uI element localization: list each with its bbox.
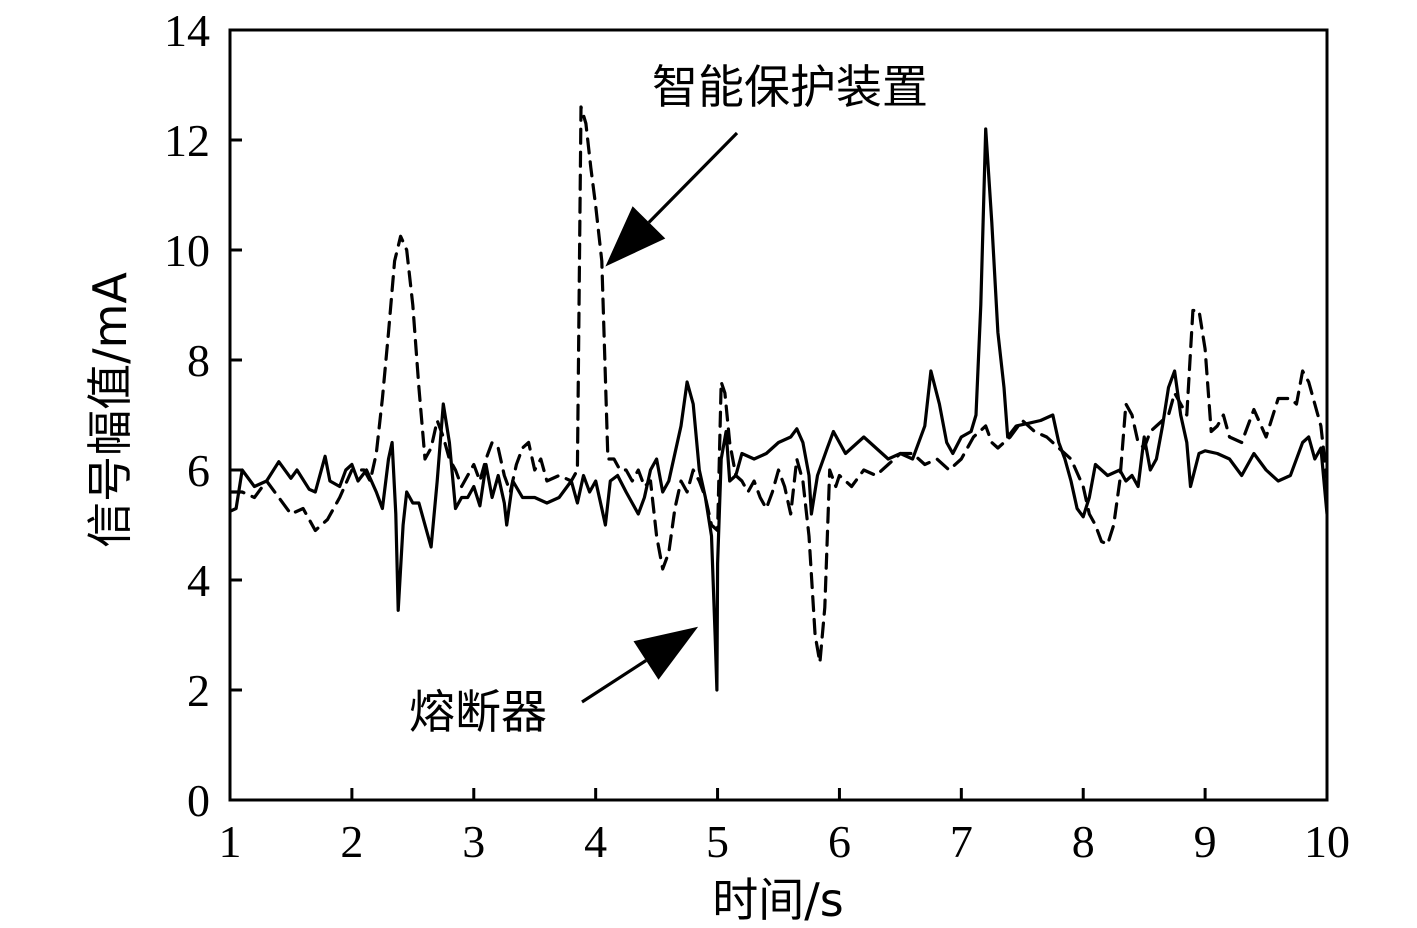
x-tick-label: 5 (706, 816, 729, 867)
y-tick-label: 12 (164, 115, 210, 166)
x-tick-label: 6 (828, 816, 851, 867)
series-line-dashed (230, 105, 1327, 665)
plot-frame (228, 28, 1329, 802)
x-tick-label: 7 (950, 816, 973, 867)
y-tick-label: 2 (187, 665, 210, 716)
y-tick-label: 10 (164, 225, 210, 276)
y-tick-label: 6 (187, 445, 210, 496)
y-tick-label: 0 (187, 775, 210, 826)
axis-ticks (228, 28, 1329, 802)
annotation-arrow-line (647, 131, 739, 224)
annotation-label: 智能保护装置 (652, 60, 928, 114)
series-layer (230, 105, 1327, 692)
series-line-solid (230, 127, 1327, 692)
x-tick-label: 2 (340, 816, 363, 867)
y-axis-title: 信号幅值/mA (83, 272, 137, 548)
x-tick-label: 1 (219, 816, 242, 867)
annotation-arrow-head (605, 206, 666, 267)
x-tick-label: 4 (584, 816, 607, 867)
annotation-label: 熔断器 (409, 685, 547, 739)
x-tick-label: 9 (1194, 816, 1217, 867)
annotation-arrow-line (581, 659, 647, 704)
x-tick-label: 3 (462, 816, 485, 867)
y-tick-label: 4 (187, 555, 210, 606)
x-tick-label: 10 (1304, 816, 1350, 867)
y-tick-label: 14 (164, 5, 210, 56)
x-tick-label: 8 (1072, 816, 1095, 867)
x-axis-title: 时间/s (712, 873, 843, 927)
y-tick-label: 8 (187, 335, 210, 386)
annotation-arrow-head (633, 626, 699, 680)
